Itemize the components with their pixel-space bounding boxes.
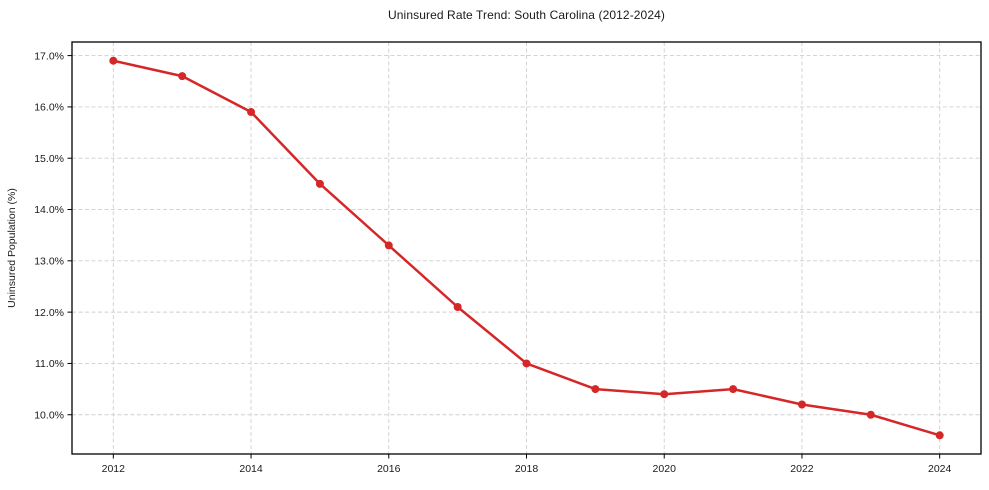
y-tick-label: 16.0% (34, 102, 64, 114)
y-tick-label: 11.0% (35, 358, 64, 370)
x-tick-label: 2014 (239, 463, 263, 475)
data-point (109, 56, 118, 65)
x-tick-label: 2018 (515, 463, 539, 475)
data-point (660, 390, 669, 399)
y-tick-label: 13.0% (34, 256, 64, 268)
x-tick-label: 2024 (928, 463, 952, 475)
data-point (247, 108, 256, 117)
data-point (178, 72, 187, 81)
data-point (729, 385, 738, 394)
y-tick-label: 12.0% (34, 307, 64, 319)
chart-title: Uninsured Rate Trend: South Carolina (20… (388, 8, 665, 22)
data-point (591, 385, 600, 394)
data-point (384, 241, 393, 250)
data-point (522, 359, 531, 368)
x-tick-label: 2022 (790, 463, 814, 475)
plot-frame (71, 41, 982, 455)
data-point (797, 400, 806, 409)
x-tick-label: 2020 (653, 463, 677, 475)
x-tick-label: 2012 (102, 463, 126, 475)
y-tick-label: 17.0% (34, 50, 64, 62)
data-point (315, 179, 324, 188)
y-tick-label: 14.0% (34, 204, 64, 216)
data-point (453, 303, 462, 312)
data-point (935, 431, 944, 440)
x-tick-label: 2016 (377, 463, 401, 475)
data-point (866, 410, 875, 419)
y-tick-label: 10.0% (34, 409, 64, 421)
y-tick-label: 15.0% (34, 153, 64, 165)
